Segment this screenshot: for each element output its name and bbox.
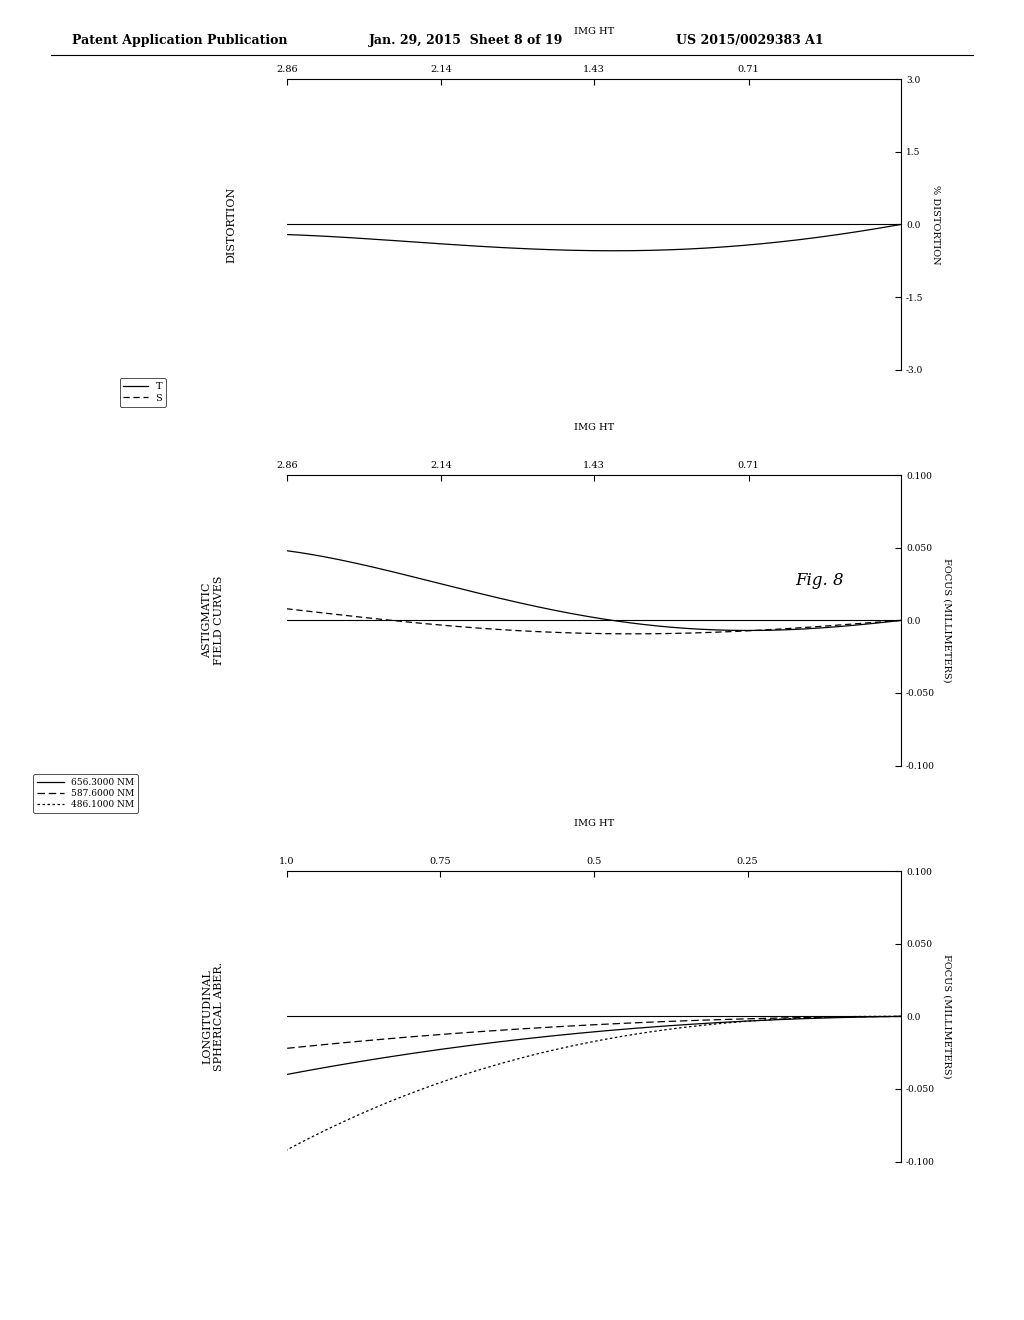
Text: LONGITUDINAL
SPHERICAL ABER.: LONGITUDINAL SPHERICAL ABER. bbox=[202, 962, 224, 1071]
Y-axis label: % DISTORTION: % DISTORTION bbox=[931, 185, 940, 264]
Legend: 656.3000 NM, 587.6000 NM, 486.1000 NM: 656.3000 NM, 587.6000 NM, 486.1000 NM bbox=[33, 774, 138, 813]
Text: ASTIGMATIC
FIELD CURVES: ASTIGMATIC FIELD CURVES bbox=[202, 576, 224, 665]
Text: Patent Application Publication: Patent Application Publication bbox=[72, 33, 287, 46]
Y-axis label: FOCUS (MILLIMETERS): FOCUS (MILLIMETERS) bbox=[943, 954, 951, 1078]
Legend: T, S: T, S bbox=[120, 379, 166, 407]
Y-axis label: FOCUS (MILLIMETERS): FOCUS (MILLIMETERS) bbox=[943, 558, 951, 682]
Text: US 2015/0029383 A1: US 2015/0029383 A1 bbox=[676, 33, 823, 46]
Text: IMG HT: IMG HT bbox=[573, 422, 614, 432]
Text: Jan. 29, 2015  Sheet 8 of 19: Jan. 29, 2015 Sheet 8 of 19 bbox=[369, 33, 563, 46]
Text: Fig. 8: Fig. 8 bbox=[795, 573, 844, 589]
Text: IMG HT: IMG HT bbox=[573, 26, 614, 36]
Text: DISTORTION: DISTORTION bbox=[226, 186, 237, 263]
Text: IMG HT: IMG HT bbox=[573, 818, 614, 828]
